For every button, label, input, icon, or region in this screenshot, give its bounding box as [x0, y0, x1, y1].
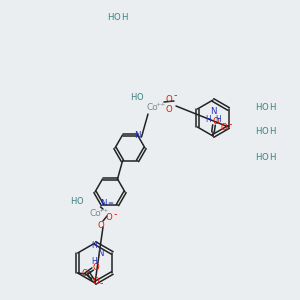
Text: H: H: [255, 128, 261, 136]
Text: H: H: [269, 128, 275, 136]
Text: O: O: [137, 92, 143, 101]
Text: O: O: [92, 263, 99, 272]
Text: H: H: [130, 92, 136, 101]
Text: =: =: [108, 200, 113, 206]
Text: Co: Co: [146, 103, 158, 112]
Text: O: O: [98, 220, 104, 230]
Text: ++: ++: [156, 103, 166, 107]
Text: H: H: [215, 116, 221, 124]
Text: N: N: [134, 130, 141, 140]
Text: H: H: [255, 103, 261, 112]
Text: H: H: [121, 14, 127, 22]
Text: -: -: [228, 119, 232, 129]
Text: H: H: [92, 241, 97, 250]
Text: O: O: [220, 122, 227, 131]
Text: O: O: [166, 106, 172, 115]
Text: H: H: [92, 256, 97, 266]
Text: H: H: [269, 154, 275, 163]
Text: C: C: [87, 271, 92, 280]
Text: O: O: [166, 95, 172, 104]
Text: O: O: [262, 103, 268, 112]
Text: -: -: [113, 209, 117, 219]
Text: N: N: [210, 107, 216, 116]
Text: H: H: [269, 103, 275, 112]
Text: H: H: [205, 116, 211, 124]
Text: H: H: [107, 14, 113, 22]
Text: H: H: [255, 154, 261, 163]
Text: N: N: [97, 248, 103, 257]
Text: N: N: [100, 200, 107, 208]
Text: O: O: [106, 214, 112, 223]
Text: O: O: [213, 118, 219, 127]
Text: O: O: [82, 268, 88, 278]
Text: -: -: [100, 278, 103, 288]
Text: H: H: [70, 197, 76, 206]
Text: ++: ++: [99, 208, 109, 212]
Text: Co: Co: [89, 208, 101, 217]
Text: O: O: [92, 277, 99, 286]
Text: O: O: [77, 197, 83, 206]
Text: O: O: [262, 154, 268, 163]
Text: O: O: [114, 14, 120, 22]
Text: O: O: [262, 128, 268, 136]
Text: -: -: [173, 90, 177, 100]
